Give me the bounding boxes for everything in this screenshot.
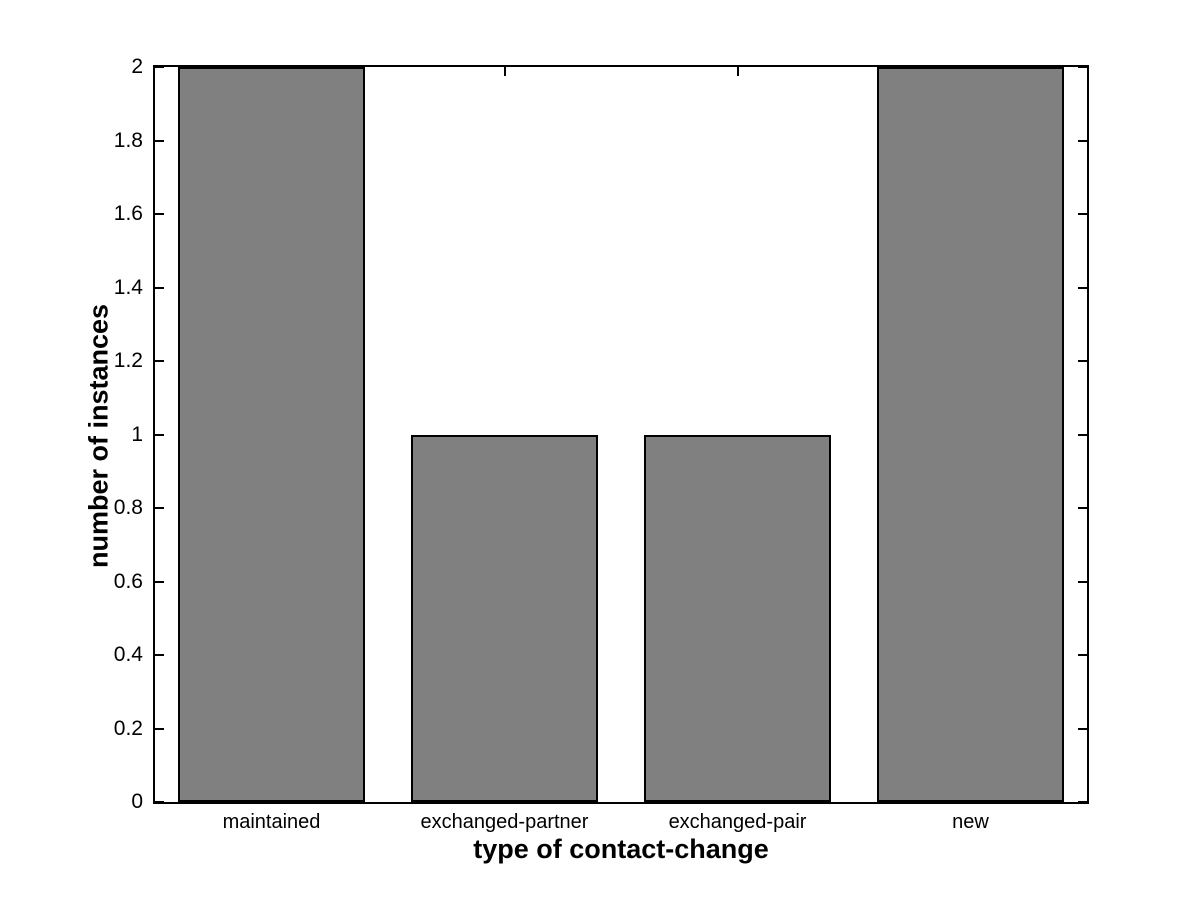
y-tick-right bbox=[1078, 507, 1087, 509]
y-tick-left bbox=[155, 139, 164, 142]
y-tick-left bbox=[155, 580, 164, 583]
x-tick-label: exchanged-pair bbox=[668, 811, 807, 833]
y-tick-label: 1.8 bbox=[113, 128, 143, 152]
x-tick-label: exchanged-partner bbox=[420, 811, 589, 833]
y-axis-label: number of instances bbox=[83, 303, 114, 569]
bar-new bbox=[877, 67, 1064, 802]
y-tick-right bbox=[1078, 286, 1087, 289]
y-tick-label: 0.6 bbox=[113, 569, 143, 593]
y-tick-label: 0.8 bbox=[113, 496, 143, 519]
y-tick-right bbox=[1078, 360, 1087, 362]
y-tick-left bbox=[155, 654, 164, 656]
x-tick-label: new bbox=[952, 811, 989, 833]
y-tick-right bbox=[1078, 727, 1087, 730]
x-tick-top bbox=[503, 67, 506, 76]
y-tick-left bbox=[155, 433, 164, 436]
y-tick-right bbox=[1078, 433, 1087, 436]
x-axis-label: type of contact-change bbox=[473, 834, 769, 864]
bar-exchanged-partner bbox=[411, 434, 598, 802]
y-tick-label: 1.6 bbox=[113, 202, 143, 225]
y-tick-label: 0.2 bbox=[113, 716, 143, 740]
plot-area: 0 0.2 0.4 0.6 0.8 1 1.2 1.4 1.6 1.8 2 maintained exc… bbox=[114, 55, 1089, 833]
y-tick-left bbox=[155, 727, 164, 730]
y-tick-left bbox=[155, 213, 164, 215]
y-tick-label: 1.4 bbox=[113, 275, 143, 299]
y-tick-label: 1 bbox=[131, 422, 143, 446]
x-tick-label: maintained bbox=[222, 811, 321, 833]
y-tick-left bbox=[155, 286, 164, 289]
y-tick-label: 0.4 bbox=[113, 643, 143, 666]
y-tick-right bbox=[1078, 213, 1087, 215]
y-tick-right bbox=[1078, 801, 1087, 803]
y-tick-left bbox=[155, 507, 164, 509]
y-tick-right bbox=[1078, 654, 1087, 656]
y-tick-right bbox=[1078, 580, 1087, 583]
y-tick-label: 2 bbox=[131, 55, 143, 78]
bar-exchanged-pair bbox=[644, 434, 831, 802]
y-tick-right bbox=[1078, 139, 1087, 142]
x-tick-top bbox=[736, 67, 739, 76]
y-tick-label: 1.2 bbox=[113, 349, 143, 372]
y-tick-right bbox=[1078, 66, 1087, 68]
y-tick-left bbox=[155, 66, 164, 68]
y-tick-left bbox=[155, 801, 164, 803]
bar-maintained bbox=[178, 67, 365, 802]
y-tick-label: 0 bbox=[131, 790, 143, 813]
y-tick-left bbox=[155, 360, 164, 362]
